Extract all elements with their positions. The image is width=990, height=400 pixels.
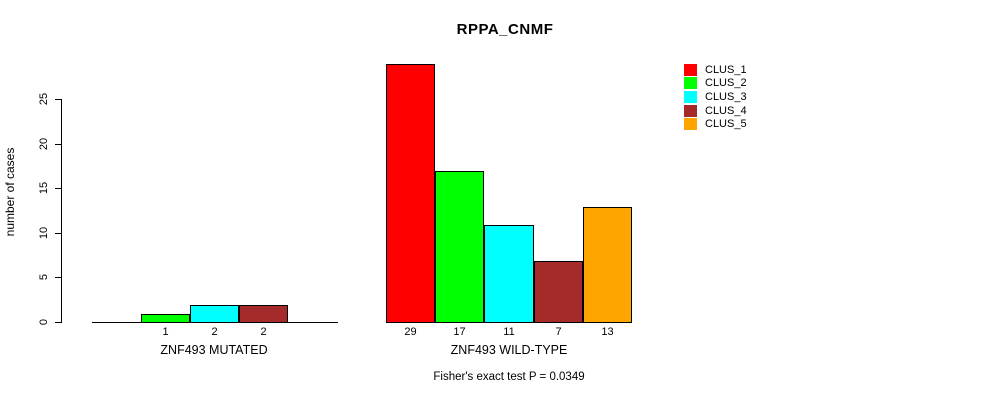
legend-item-clus_3: CLUS_3 <box>684 90 747 104</box>
legend-swatch-icon <box>684 90 697 103</box>
y-tick-label: 25 <box>38 92 50 106</box>
y-tick-label: 5 <box>38 273 50 281</box>
bar-clus_2 <box>435 171 484 323</box>
y-tick <box>55 322 62 323</box>
y-tick <box>55 233 62 234</box>
fisher-test-annotation: Fisher's exact test P = 0.0349 <box>433 371 585 383</box>
y-tick <box>55 99 62 100</box>
bar-count-label: 17 <box>453 326 466 338</box>
y-axis-line <box>61 99 62 323</box>
bar-clus_3 <box>484 225 534 323</box>
bar-clus_1 <box>386 64 435 323</box>
y-tick <box>55 277 62 278</box>
y-tick-label: 15 <box>38 181 50 195</box>
legend-item-clus_5: CLUS_5 <box>684 117 747 131</box>
group-label-wildtype: ZNF493 WILD-TYPE <box>450 343 568 357</box>
bar-clus_4 <box>239 305 288 323</box>
legend-label: CLUS_2 <box>705 77 747 90</box>
bar-clus_2 <box>141 314 190 323</box>
y-tick-label: 0 <box>38 318 50 326</box>
legend-item-clus_4: CLUS_4 <box>684 104 747 118</box>
bar-count-label: 29 <box>404 326 417 338</box>
legend-label: CLUS_3 <box>705 90 747 103</box>
bar-count-label: 2 <box>211 326 218 338</box>
y-tick-label: 10 <box>38 226 50 240</box>
bar-clus_3 <box>190 305 239 323</box>
legend-swatch-icon <box>684 63 697 76</box>
legend-label: CLUS_1 <box>705 63 747 76</box>
legend-item-clus_1: CLUS_1 <box>684 63 747 77</box>
legend-swatch-icon <box>684 104 697 117</box>
bar-count-label: 1 <box>162 326 169 338</box>
legend-label: CLUS_4 <box>705 104 747 117</box>
bar-clus_4 <box>534 261 583 323</box>
group-label-mutated: ZNF493 MUTATED <box>160 343 268 357</box>
bar-count-label: 7 <box>555 326 562 338</box>
legend-item-clus_2: CLUS_2 <box>684 77 747 91</box>
bar-count-label: 11 <box>503 326 515 338</box>
chart-title: RPPA_CNMF <box>456 21 554 38</box>
legend: CLUS_1 CLUS_2 CLUS_3 CLUS_4 CLUS_5 <box>684 63 747 131</box>
bar-count-label: 2 <box>260 326 267 338</box>
y-tick-label: 20 <box>38 137 50 151</box>
legend-swatch-icon <box>684 118 697 131</box>
legend-label: CLUS_5 <box>705 118 747 131</box>
bar-count-label: 13 <box>601 326 614 338</box>
y-tick <box>55 188 62 189</box>
bar-clus_5 <box>583 207 632 323</box>
legend-swatch-icon <box>684 77 697 90</box>
y-tick <box>55 144 62 145</box>
